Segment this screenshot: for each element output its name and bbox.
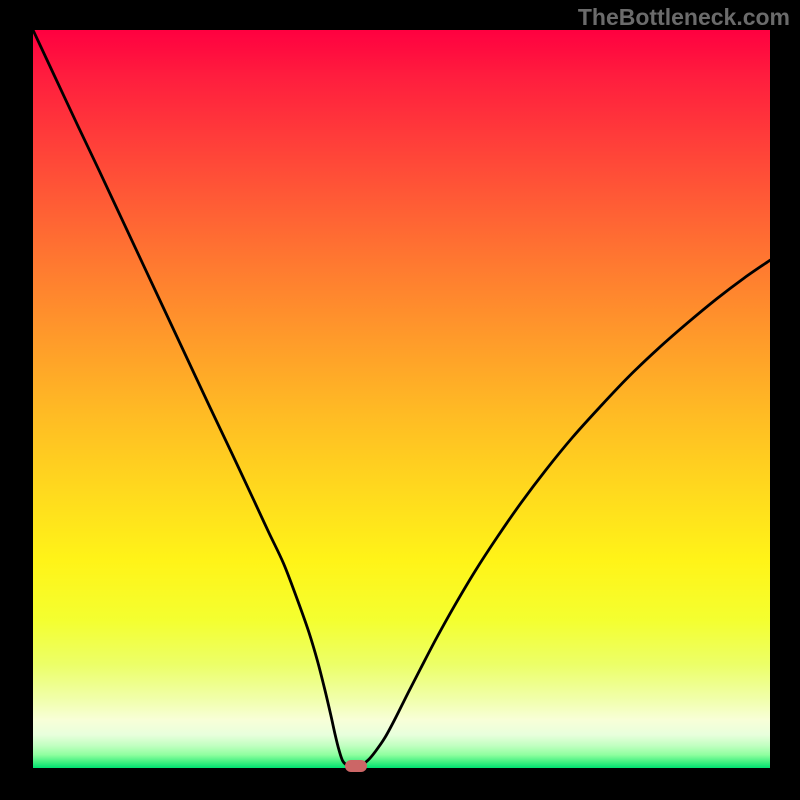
chart-frame: TheBottleneck.com [0,0,800,800]
watermark-text: TheBottleneck.com [578,4,790,31]
optimal-point-marker [345,760,367,772]
plot-area [33,30,770,768]
bottleneck-curve [33,30,770,768]
